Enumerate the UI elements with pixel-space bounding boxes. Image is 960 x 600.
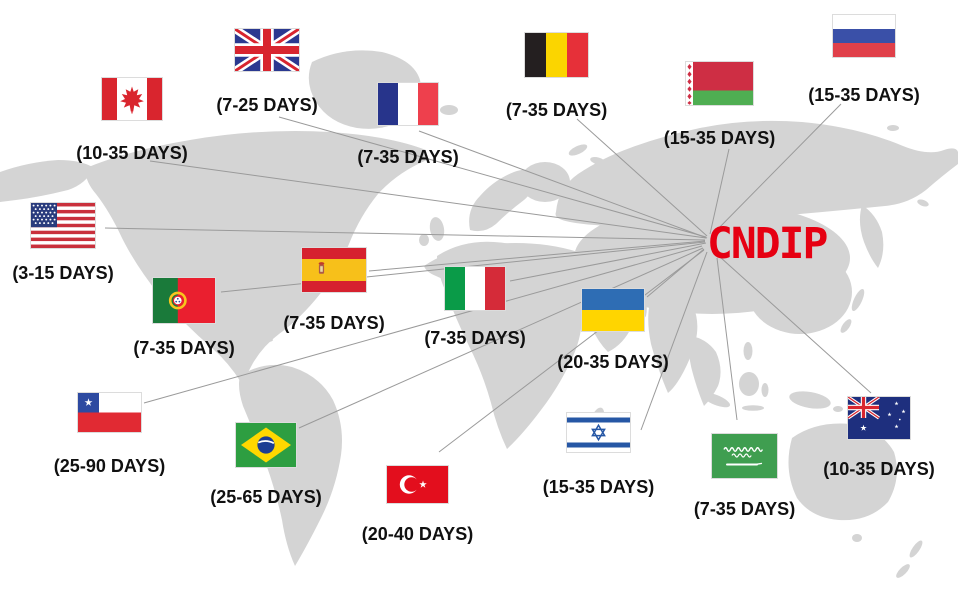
country-russia: (15-35 DAYS): [808, 15, 920, 105]
flag-chile-icon: [78, 393, 141, 432]
country-ukraine: (20-35 DAYS): [557, 289, 669, 372]
days-label-turkey: (20-40 DAYS): [361, 524, 474, 544]
country-italy: (7-35 DAYS): [424, 267, 526, 348]
route-line-russia: [711, 103, 842, 236]
country-turkey: (20-40 DAYS): [362, 466, 473, 544]
flag-usa-icon: [31, 203, 95, 248]
days-label-canada: (10-35 DAYS): [76, 143, 188, 163]
flag-portugal-icon: [153, 278, 215, 323]
route-line-israel: [640, 251, 708, 431]
flag-france-icon: [378, 83, 438, 125]
route-line-turkey: [438, 249, 705, 453]
route-line-saudi: [716, 257, 738, 421]
route-line-uk: [278, 116, 707, 238]
days-label-france: (7-35 DAYS): [357, 147, 459, 167]
days-label-spain: (7-35 DAYS): [283, 313, 385, 333]
flag-ukraine-icon: [582, 289, 644, 331]
days-label-belgium: (7-35 DAYS): [505, 100, 608, 120]
route-line-italy: [509, 242, 707, 282]
days-label-usa: (3-15 DAYS): [12, 263, 114, 283]
days-label-belarus: (15-35 DAYS): [663, 128, 776, 148]
route-line-belgium: [576, 118, 708, 237]
flag-belarus-icon: [686, 62, 753, 105]
flag-canada-icon: [102, 78, 162, 120]
route-line-belarus: [709, 148, 730, 235]
route-line-usa: [104, 227, 706, 241]
country-australia: (10-35 DAYS): [823, 397, 935, 479]
days-label-portugal: (7-35 DAYS): [133, 338, 235, 358]
country-france: (7-35 DAYS): [357, 83, 459, 167]
days-label-chile: (25-90 DAYS): [53, 456, 166, 476]
flag-australia-icon: [848, 397, 910, 439]
country-spain: (7-35 DAYS): [283, 248, 385, 333]
country-israel: (15-35 DAYS): [543, 413, 654, 497]
route-line-chile: [143, 245, 703, 404]
country-uk: (7-25 DAYS): [216, 29, 318, 115]
days-label-israel: (15-35 DAYS): [542, 477, 655, 497]
days-label-australia: (10-35 DAYS): [823, 459, 935, 479]
route-line-france: [418, 130, 708, 239]
days-label-uk: (7-25 DAYS): [216, 95, 318, 115]
country-canada: (10-35 DAYS): [76, 78, 188, 163]
country-chile: (25-90 DAYS): [54, 393, 165, 476]
brand-cndip: CNDIP: [707, 219, 828, 269]
country-portugal: (7-35 DAYS): [133, 278, 235, 358]
country-saudi-arabia: (7-35 DAYS): [694, 434, 795, 519]
flag-italy-icon: [445, 267, 505, 310]
flag-saudi-arabia-icon: [712, 434, 777, 478]
flag-belgium-icon: [525, 33, 588, 77]
days-label-italy: (7-35 DAYS): [424, 328, 526, 348]
country-usa: (3-15 DAYS): [12, 203, 114, 283]
flag-brazil-icon: [236, 423, 296, 467]
flag-israel-icon: [567, 413, 630, 452]
days-label-russia: (15-35 DAYS): [808, 85, 920, 105]
flag-uk-icon: [235, 29, 299, 71]
days-label-saudi-arabia: (7-35 DAYS): [693, 499, 796, 519]
country-brazil: (25-65 DAYS): [210, 423, 322, 507]
route-line-australia: [719, 256, 872, 394]
flag-russia-icon: [833, 15, 895, 57]
country-belgium: (7-35 DAYS): [506, 33, 607, 120]
route-line-brazil: [298, 247, 704, 429]
country-belarus: (15-35 DAYS): [664, 62, 775, 148]
flag-turkey-icon: [387, 466, 448, 503]
days-label-ukraine: (20-35 DAYS): [557, 352, 669, 372]
days-label-brazil: (25-65 DAYS): [210, 487, 322, 507]
route-line-spain: [368, 240, 706, 272]
flag-spain-icon: [302, 248, 366, 292]
route-line-canada: [149, 160, 707, 239]
